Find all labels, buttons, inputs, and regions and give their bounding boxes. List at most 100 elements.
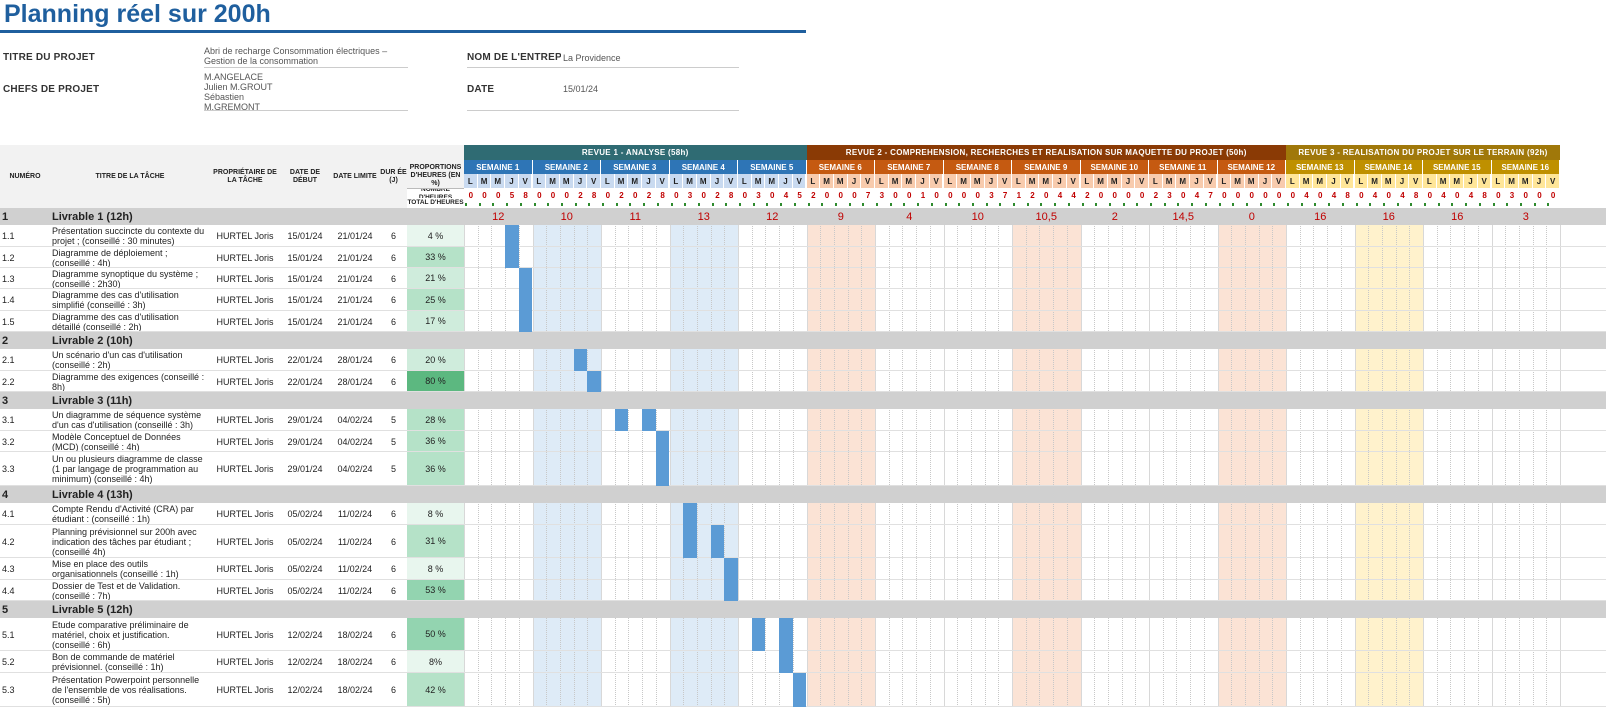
task-owner[interactable]: HURTEL Joris [216, 657, 274, 667]
task-end-date[interactable]: 21/01/24 [337, 316, 373, 327]
task-title[interactable]: Dossier de Test et de Validation. (conse… [52, 580, 181, 601]
task-bar[interactable] [779, 651, 793, 673]
task-end-date[interactable]: 18/02/24 [337, 657, 373, 667]
task-title[interactable]: Diagramme de déploiement ; (conseillé : … [52, 247, 168, 268]
task-end-date[interactable]: 18/02/24 [337, 685, 373, 695]
task-end-date[interactable]: 11/02/24 [337, 536, 373, 547]
task-title[interactable]: Mise en place des outils organisationnel… [52, 559, 179, 579]
task-start-date[interactable]: 29/01/24 [287, 436, 323, 447]
task-end-date[interactable]: 28/01/24 [337, 376, 373, 387]
task-end-date[interactable]: 04/02/24 [337, 415, 373, 425]
task-bar[interactable] [710, 525, 725, 558]
task-title[interactable]: Compte Rendu d'Activité (CRA) par étudia… [52, 504, 194, 524]
task-bar[interactable] [751, 618, 766, 651]
task-start-date[interactable]: 05/02/24 [287, 509, 323, 519]
task-title[interactable]: Présentation succincte du contexte du pr… [52, 226, 205, 246]
task-end-date[interactable]: 21/01/24 [337, 231, 373, 241]
task-title[interactable]: Un ou plusieurs diagramme de classe (1 p… [52, 454, 203, 484]
task-bar[interactable] [655, 452, 670, 486]
task-start-date[interactable]: 12/02/24 [287, 629, 323, 640]
task-start-date[interactable]: 12/02/24 [287, 657, 323, 667]
task-owner[interactable]: HURTEL Joris [216, 415, 274, 425]
task-title[interactable]: Un diagramme de séquence système d'un ca… [52, 410, 202, 430]
task-bar[interactable] [683, 525, 697, 558]
task-bar[interactable] [724, 580, 738, 601]
date-value[interactable]: 15/01/24 [563, 84, 599, 94]
task-bar[interactable] [505, 247, 519, 268]
grid-line [998, 208, 1000, 707]
grid-line [916, 208, 918, 707]
task-owner[interactable]: HURTEL Joris [216, 231, 274, 241]
task-bar[interactable] [642, 409, 656, 431]
task-end-date[interactable]: 21/01/24 [337, 295, 373, 305]
task-end-date[interactable]: 11/02/24 [337, 509, 373, 519]
task-bar[interactable] [683, 503, 697, 525]
day-letter: L [1423, 174, 1437, 188]
task-owner[interactable]: HURTEL Joris [216, 585, 274, 596]
task-bar[interactable] [518, 311, 533, 332]
task-title[interactable]: Un scénario d'un cas d'utilisation (cons… [52, 350, 183, 370]
task-title[interactable]: Présentation Powerpoint personnelle de l… [52, 675, 200, 705]
task-bar[interactable] [587, 371, 601, 392]
task-start-date[interactable]: 05/02/24 [287, 585, 323, 596]
task-owner[interactable]: HURTEL Joris [216, 509, 274, 519]
task-bar[interactable] [724, 558, 738, 580]
task-start-date[interactable]: 29/01/24 [287, 415, 323, 425]
task-title[interactable]: Diagramme des cas d'utilisation détaillé… [52, 311, 179, 332]
task-title[interactable]: Diagramme des cas d'utilisation simplifi… [52, 290, 179, 310]
company-label: NOM DE L'ENTREPRISE [467, 52, 561, 63]
task-title[interactable]: Modèle Conceptuel de Données (MCD) (cons… [52, 431, 181, 452]
task-start-date[interactable]: 15/01/24 [287, 231, 323, 241]
day-hours: 3 [879, 190, 885, 200]
task-title[interactable]: Planning prévisionnel sur 200h avec indi… [52, 526, 197, 557]
task-start-date[interactable]: 05/02/24 [287, 536, 323, 547]
task-title[interactable]: Bon de commande de matériel prévisionnel… [52, 652, 175, 672]
task-owner[interactable]: HURTEL Joris [216, 436, 274, 447]
company-value[interactable]: La Providence [563, 53, 621, 63]
task-bar[interactable] [792, 673, 807, 707]
task-owner[interactable]: HURTEL Joris [216, 316, 274, 327]
task-bar[interactable] [573, 349, 588, 371]
project-title-value[interactable]: Abri de recharge Consommation électrique… [204, 46, 388, 66]
task-owner[interactable]: HURTEL Joris [216, 629, 274, 640]
task-owner[interactable]: HURTEL Joris [216, 564, 274, 574]
task-end-date[interactable]: 18/02/24 [337, 629, 373, 640]
day-letter: M [477, 174, 492, 188]
task-end-date[interactable]: 04/02/24 [337, 464, 373, 474]
task-start-date[interactable]: 15/01/24 [287, 273, 323, 284]
task-owner[interactable]: HURTEL Joris [216, 273, 274, 284]
task-end-date[interactable]: 11/02/24 [337, 585, 373, 596]
task-end-date[interactable]: 28/01/24 [337, 355, 373, 365]
task-title[interactable]: Etude comparative préliminaire de matéri… [52, 619, 189, 650]
task-start-date[interactable]: 12/02/24 [287, 685, 323, 695]
task-end-date[interactable]: 11/02/24 [337, 564, 373, 574]
task-end-date[interactable]: 21/01/24 [337, 273, 373, 284]
task-start-date[interactable]: 15/01/24 [287, 252, 323, 263]
task-owner[interactable]: HURTEL Joris [216, 685, 274, 695]
task-title[interactable]: Diagramme synoptique du système ; (conse… [52, 268, 199, 289]
task-bar[interactable] [779, 618, 793, 651]
project-leads-value[interactable]: M.ANGELACE Julien M.GROUT Sébastien M.GR… [204, 72, 273, 112]
deliverable-number: 5 [2, 603, 9, 616]
task-start-date[interactable]: 05/02/24 [287, 564, 323, 574]
task-start-date[interactable]: 29/01/24 [287, 464, 323, 474]
task-owner[interactable]: HURTEL Joris [216, 355, 274, 365]
task-start-date[interactable]: 22/01/24 [287, 355, 323, 365]
task-bar[interactable] [614, 409, 629, 431]
task-end-date[interactable]: 21/01/24 [337, 252, 373, 263]
task-bar[interactable] [655, 431, 670, 452]
task-owner[interactable]: HURTEL Joris [216, 464, 274, 474]
task-owner[interactable]: HURTEL Joris [216, 536, 274, 547]
task-bar[interactable] [505, 225, 519, 247]
task-bar[interactable] [518, 289, 533, 311]
task-start-date[interactable]: 22/01/24 [287, 376, 323, 387]
task-title[interactable]: Diagramme des exigences (conseillé : 8h) [52, 371, 205, 392]
task-owner[interactable]: HURTEL Joris [216, 376, 274, 387]
task-start-date[interactable]: 15/01/24 [287, 295, 323, 305]
task-bar[interactable] [518, 268, 533, 289]
task-start-date[interactable]: 15/01/24 [287, 316, 323, 327]
task-owner[interactable]: HURTEL Joris [216, 252, 274, 263]
task-owner[interactable]: HURTEL Joris [216, 295, 274, 305]
grid-line [464, 208, 465, 707]
task-end-date[interactable]: 04/02/24 [337, 436, 373, 447]
